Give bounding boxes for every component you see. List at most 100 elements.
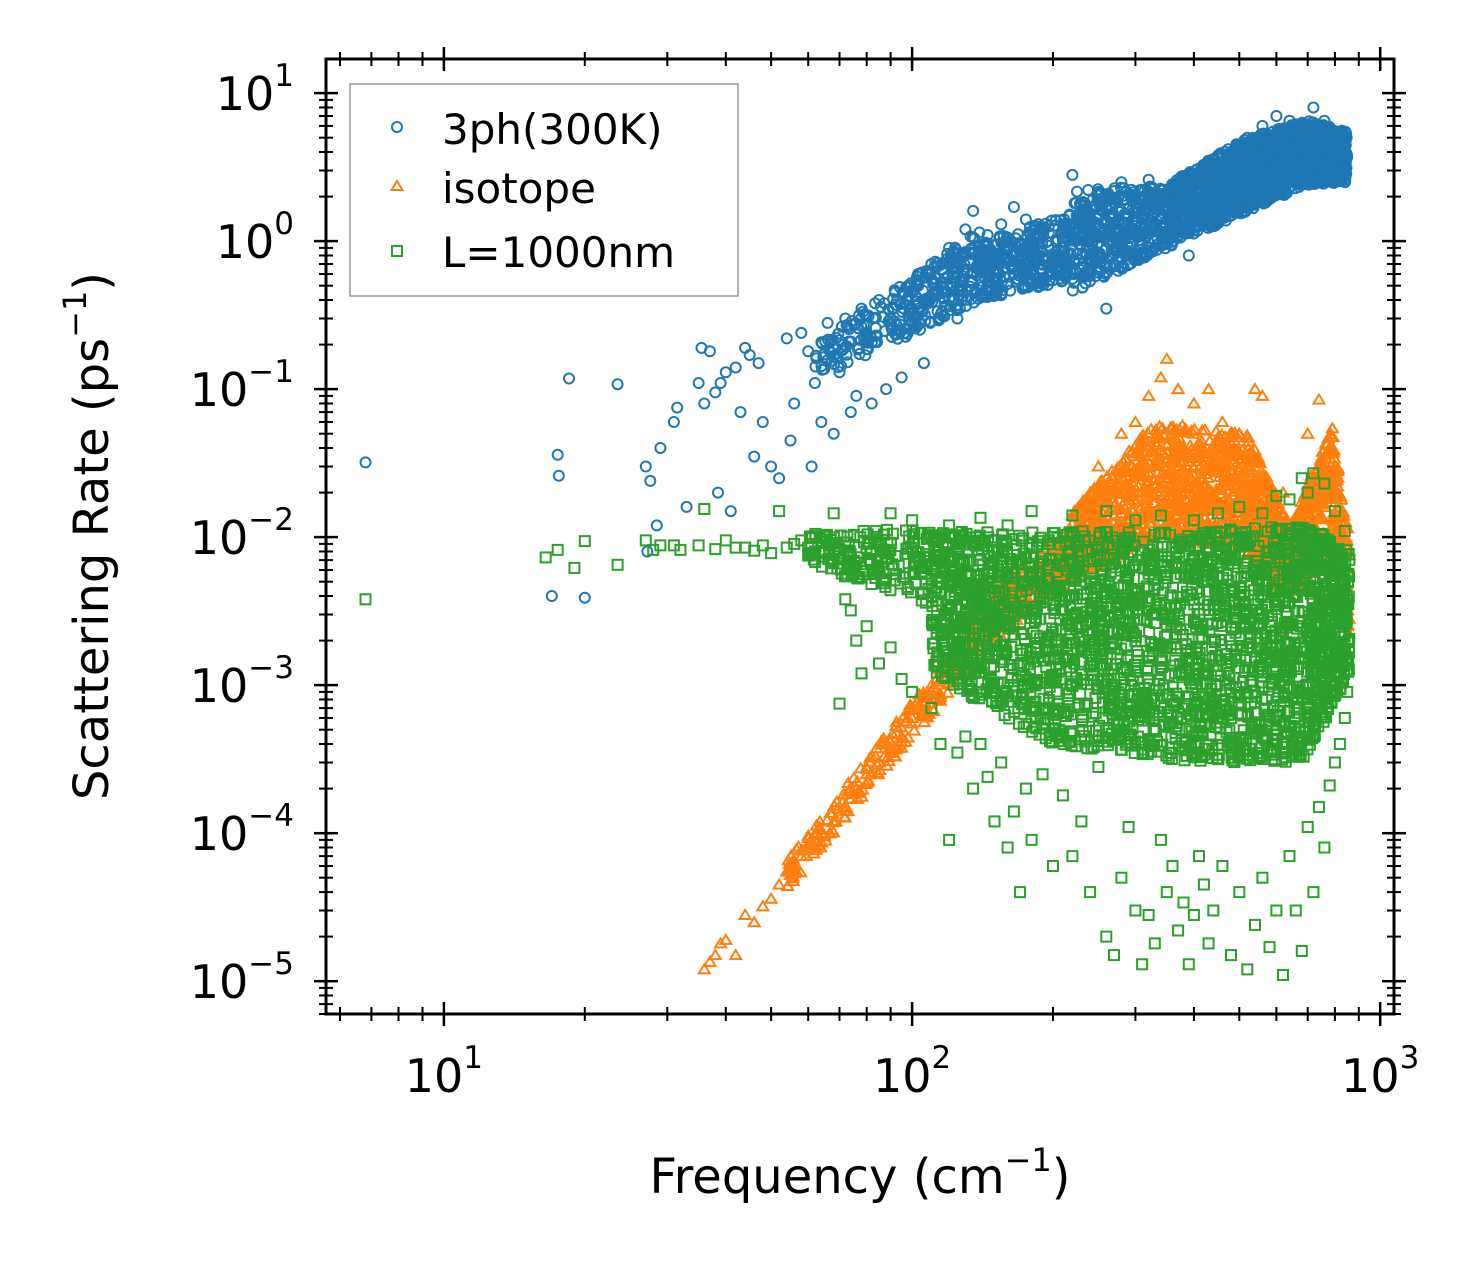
data-point [902, 279, 914, 292]
data-point [865, 397, 878, 410]
data-point [644, 474, 657, 487]
data-point [943, 241, 956, 254]
data-point [1184, 209, 1197, 222]
data-point [1021, 268, 1034, 281]
data-point [1071, 185, 1083, 198]
data-point [1051, 250, 1063, 263]
data-point [1108, 223, 1120, 236]
data-point [1283, 127, 1296, 140]
data-point [1270, 110, 1283, 122]
data-point [1070, 248, 1083, 261]
data-point [979, 236, 992, 249]
data-point [1066, 239, 1079, 252]
data-point [709, 386, 722, 399]
data-point [958, 264, 971, 277]
data-point [1223, 201, 1236, 214]
data-point [1147, 207, 1160, 220]
data-point [864, 749, 880, 761]
data-point [1249, 154, 1261, 167]
data-point [743, 349, 756, 361]
data-point [819, 813, 835, 825]
data-point [1241, 188, 1254, 201]
data-point [937, 256, 950, 269]
data-point [1148, 235, 1161, 248]
data-point [667, 416, 680, 428]
data-point [1092, 250, 1105, 263]
data-point [988, 257, 1001, 270]
data-point [1092, 236, 1105, 249]
data-point [855, 334, 867, 346]
data-point [1289, 134, 1302, 147]
data-point [1310, 175, 1323, 188]
data-point [802, 345, 815, 358]
data-point [926, 288, 939, 301]
data-point [917, 357, 930, 370]
data-point [773, 472, 786, 485]
data-point [1328, 125, 1341, 138]
data-point [871, 767, 886, 780]
data-point [964, 254, 976, 267]
data-point [1201, 168, 1214, 181]
data-point [1255, 184, 1268, 197]
data-point [1083, 270, 1096, 283]
data-point [1031, 232, 1044, 245]
data-point [933, 687, 948, 700]
data-point [1084, 241, 1097, 254]
data-point [923, 265, 936, 278]
data-point [900, 293, 913, 306]
data-point [899, 322, 912, 335]
data-point [1212, 149, 1225, 162]
data-point [1136, 213, 1149, 226]
data-point [1168, 216, 1180, 229]
data-point [1229, 146, 1242, 159]
data-point [1224, 176, 1237, 189]
data-point [1001, 235, 1014, 248]
data-point [703, 345, 716, 358]
data-point [825, 346, 838, 359]
data-point [680, 500, 693, 513]
data-point [1245, 170, 1258, 183]
data-point [1160, 204, 1173, 217]
data-point [867, 312, 880, 325]
data-point [1076, 269, 1089, 282]
data-point [1175, 202, 1188, 215]
data-point [967, 204, 980, 217]
data-point [833, 366, 846, 379]
data-point [960, 293, 973, 306]
data-point [1122, 249, 1135, 262]
data-point [876, 731, 891, 744]
data-point [1135, 247, 1148, 260]
data-point [1066, 168, 1079, 181]
data-point [1254, 190, 1267, 202]
data-point [805, 460, 818, 473]
data-point [965, 242, 978, 255]
data-point [1241, 131, 1254, 144]
data-point [816, 337, 829, 350]
data-point [1007, 201, 1020, 213]
data-point [981, 229, 994, 241]
data-point [873, 294, 885, 306]
data-point [1126, 203, 1139, 216]
data-point [818, 363, 831, 376]
data-point [941, 279, 954, 291]
data-point [1019, 270, 1032, 283]
data-point [1233, 164, 1246, 177]
series-0 [359, 101, 1354, 604]
data-point [1283, 114, 1296, 127]
data-point [1277, 125, 1289, 138]
data-point [924, 294, 937, 307]
data-point [1142, 173, 1155, 186]
data-point [1171, 180, 1184, 193]
data-point [1318, 114, 1331, 127]
data-point [785, 874, 801, 887]
data-point [748, 450, 761, 463]
data-point [1192, 182, 1205, 195]
data-point [1004, 284, 1017, 297]
data-point [788, 397, 801, 410]
data-point [1095, 255, 1108, 268]
data-point [1055, 275, 1068, 288]
data-point [931, 305, 944, 318]
data-point [812, 814, 828, 827]
data-point [853, 761, 868, 774]
